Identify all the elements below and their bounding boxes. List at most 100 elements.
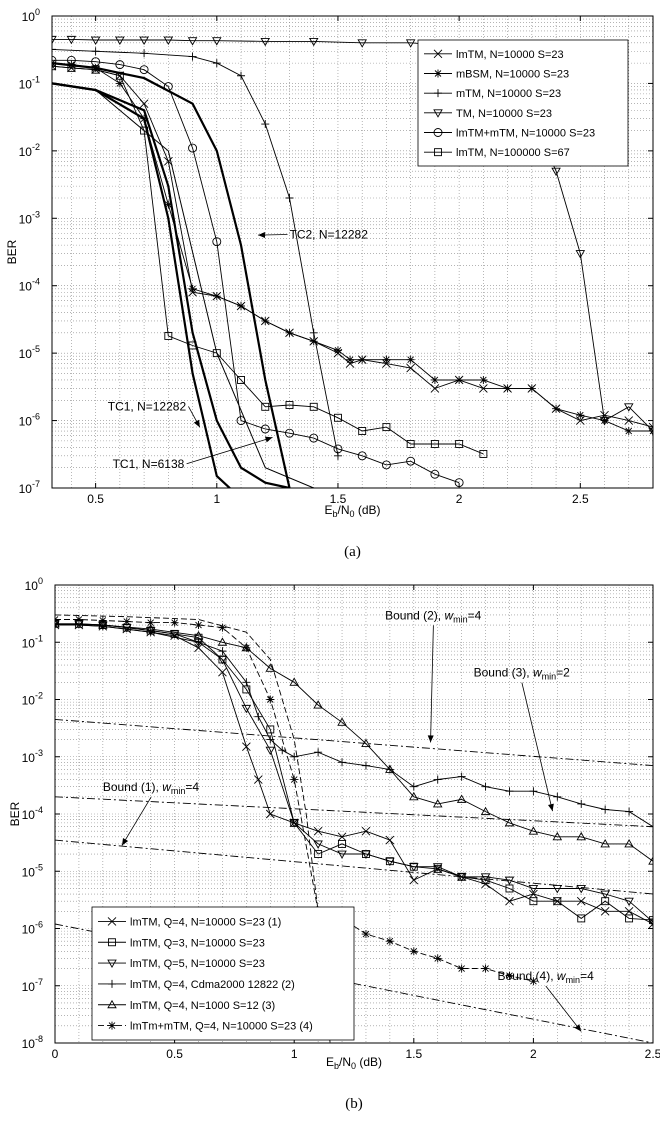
series-line (55, 718, 653, 767)
data-point (503, 384, 512, 393)
data-point (432, 863, 443, 872)
data-point (260, 37, 271, 47)
legend-item-label: lmTM, Q=4, Cdma2000 12822 (2) (130, 979, 295, 991)
data-point (266, 725, 275, 734)
data-point (146, 618, 155, 627)
data-point (361, 930, 370, 939)
y-tick-label: 10-5 (22, 862, 43, 879)
data-point (265, 746, 276, 756)
data-point (163, 36, 174, 45)
data-point (433, 128, 443, 137)
data-point (575, 250, 586, 259)
series-group (52, 35, 653, 488)
data-point (170, 618, 179, 627)
data-point (74, 615, 83, 624)
data-point (529, 889, 538, 899)
data-point (115, 79, 124, 88)
data-point (552, 404, 561, 413)
data-point (505, 787, 514, 796)
data-point (529, 787, 538, 796)
data-point (122, 617, 131, 626)
annotation-label: TC1, N=6138 (113, 457, 185, 471)
data-point (599, 417, 610, 426)
data-point (212, 237, 222, 247)
data-point (529, 977, 538, 986)
series-line (55, 839, 653, 895)
data-point (623, 403, 634, 412)
data-point (648, 918, 653, 927)
data-point (406, 363, 415, 373)
data-point (237, 71, 246, 80)
data-point (337, 717, 347, 726)
panel-caption: (b) (345, 1096, 363, 1112)
series-line (52, 65, 484, 455)
data-point (382, 355, 391, 364)
data-point (218, 623, 227, 632)
data-point (434, 89, 442, 98)
data-point (265, 663, 276, 672)
data-point (140, 49, 149, 58)
legend-item-label: mBSM, N=10000 S=23 (456, 69, 569, 81)
x-tick-label: 1 (213, 492, 220, 506)
data-point (361, 826, 371, 836)
data-point (432, 799, 443, 808)
annotation-label: Bound (2), wmin=4 (385, 608, 482, 624)
data-point (91, 47, 100, 56)
data-point (576, 896, 586, 906)
legend-item-label: lmTM, Q=4, N=10000 S=23 (1) (130, 916, 281, 928)
data-point (455, 440, 464, 448)
data-point (434, 69, 442, 78)
data-point (145, 627, 156, 636)
data-point (266, 695, 275, 704)
series-line (55, 623, 653, 862)
axes-box (51, 15, 654, 489)
data-point (648, 856, 653, 865)
y-tick-label: 10-6 (19, 412, 40, 429)
data-point (480, 873, 491, 882)
legend-item-label: lmTM+mTM, N=10000 S=23 (456, 128, 595, 140)
data-point (430, 384, 440, 393)
data-point (242, 742, 251, 751)
series-line (52, 48, 339, 456)
y-tick-label: 10-7 (19, 479, 40, 496)
data-point (361, 761, 370, 770)
y-tick-label: 10-3 (19, 209, 40, 226)
annotation-label: TC1, N=12282 (108, 399, 187, 413)
data-point (625, 807, 634, 816)
data-point (194, 638, 203, 647)
data-point (285, 328, 294, 337)
data-point (528, 885, 539, 894)
data-point (552, 831, 563, 841)
data-point (406, 355, 415, 364)
data-point (385, 857, 395, 867)
x-tick-label: 1 (291, 1047, 298, 1061)
data-point (433, 954, 442, 963)
data-point (187, 37, 198, 46)
y-tick-label: 10-6 (22, 920, 43, 937)
y-axis-label: BER (5, 239, 19, 264)
data-point (553, 792, 562, 801)
data-point (409, 875, 419, 885)
annotation-arrowhead (427, 735, 434, 743)
data-point (600, 906, 610, 916)
data-point (289, 677, 299, 686)
data-point (115, 60, 125, 70)
data-point (456, 794, 467, 803)
annotation-arrowhead (193, 419, 200, 428)
data-point (308, 37, 319, 47)
data-point (66, 35, 77, 45)
data-point (278, 746, 287, 755)
data-point (145, 624, 156, 633)
data-point (551, 167, 561, 177)
data-point (433, 49, 443, 59)
data-point (430, 375, 439, 384)
panel-caption: (a) (344, 544, 361, 560)
data-point (55, 618, 60, 628)
x-tick-label: 1.5 (330, 492, 347, 506)
data-point (479, 375, 488, 384)
data-point (337, 850, 347, 859)
data-point (254, 712, 263, 721)
data-point (409, 791, 419, 801)
data-point (212, 292, 221, 301)
